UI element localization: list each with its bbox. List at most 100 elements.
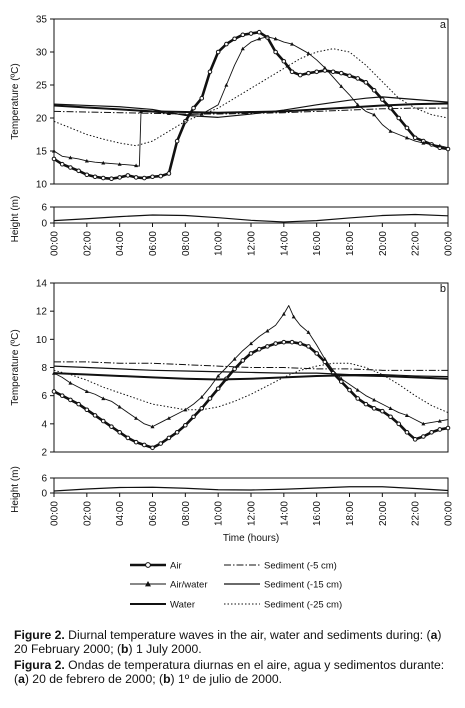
air-point: [76, 401, 81, 407]
caption-spanish: Figura 2. Ondas de temperatura diurnas e…: [14, 658, 454, 686]
air-water-point: [84, 389, 89, 394]
x-tick-label: 20:00: [378, 231, 389, 256]
series-line-air-water: [53, 36, 449, 167]
air-point: [314, 69, 319, 75]
caption-es-end: ) 1º de julio de 2000.: [170, 672, 283, 686]
air-water-point: [265, 328, 270, 333]
y-tick-label: 15: [36, 147, 48, 158]
air-point: [240, 358, 246, 363]
y-tick-label: 10: [36, 180, 48, 191]
air-point: [100, 175, 106, 181]
air-water-point: [166, 416, 171, 420]
panel-label-a: a: [440, 19, 447, 31]
air-point: [404, 125, 410, 131]
air-water-point: [52, 149, 56, 153]
x-tick-label: 20:00: [378, 501, 389, 526]
series-line-sediment-25-cm: [53, 48, 449, 147]
air-point: [355, 396, 361, 401]
caption-en-end: ) 1 July 2000.: [128, 642, 202, 656]
y-tick-label: 6: [41, 391, 47, 402]
x-tick-label: 04:00: [115, 231, 126, 256]
air-point: [183, 422, 188, 428]
air-point: [224, 41, 229, 47]
plot-frame-a: [53, 18, 449, 185]
y-tick-label: 35: [36, 15, 48, 26]
air-point: [437, 427, 443, 432]
air-point: [68, 397, 73, 403]
air-point: [314, 351, 319, 356]
air-water-point: [224, 83, 229, 87]
air-point: [232, 36, 237, 42]
y-tick-label: 12: [36, 307, 48, 318]
air-water-point: [117, 162, 122, 166]
x-tick-label: 02:00: [82, 231, 93, 256]
series-line-water: [53, 372, 449, 381]
air-point: [150, 174, 155, 180]
air-point: [84, 172, 90, 178]
air-water-point: [322, 65, 327, 70]
air-point: [396, 115, 402, 121]
height-line-a: [53, 213, 449, 223]
air-water-point: [84, 158, 89, 163]
y-tick-label: 14: [36, 279, 48, 290]
air-water-point: [257, 36, 262, 41]
air-point: [199, 95, 205, 101]
air-point: [396, 421, 402, 427]
air-point: [445, 425, 451, 431]
air-water-point: [68, 380, 73, 385]
caption-es-mid: ) 20 de febrero de 2000; (: [24, 672, 164, 686]
air-point: [429, 429, 434, 435]
air-point: [84, 407, 90, 413]
series-line-sediment-5-cm: [53, 107, 448, 115]
air-water-point: [101, 160, 106, 165]
air-point: [117, 175, 122, 180]
air-water-point: [388, 406, 393, 410]
air-point: [404, 429, 410, 435]
x-tick-label: 14:00: [279, 231, 290, 256]
air-point: [191, 105, 196, 111]
legend-label: Sediment (-25 cm): [264, 600, 342, 611]
x-tick-label: 08:00: [181, 231, 192, 256]
x-tick-label: 00:00: [50, 231, 61, 256]
x-tick-label: 18:00: [345, 231, 356, 256]
air-water-point: [306, 330, 311, 334]
x-tick-label: 10:00: [214, 231, 225, 256]
air-point: [380, 408, 385, 414]
air-point: [215, 386, 221, 391]
series-line-sediment-5-cm: [54, 361, 448, 371]
legend-label: Sediment (-5 cm): [264, 561, 337, 572]
x-tick-label: 08:00: [181, 501, 192, 526]
air-point: [330, 69, 336, 75]
x-tick-label: 16:00: [312, 501, 323, 526]
air-water-point: [421, 421, 426, 426]
air-point: [207, 396, 213, 401]
air-point: [166, 171, 172, 176]
x-tick-label: 14:00: [279, 501, 290, 526]
air-water-point: [134, 163, 139, 168]
air-point: [109, 424, 114, 429]
air-water-point: [421, 141, 426, 145]
x-tick-label: 00:00: [50, 501, 61, 526]
air-point: [240, 32, 246, 38]
y-tick-label: 2: [41, 448, 47, 459]
air-point: [388, 414, 393, 420]
air-point: [125, 173, 131, 178]
air-water-point: [216, 373, 221, 378]
figure-caption: Figure 2. Diurnal temperature waves in t…: [14, 628, 454, 688]
air-water-point: [339, 84, 344, 88]
air-point: [371, 87, 377, 93]
x-tick-label: 02:00: [82, 501, 93, 526]
air-water-point: [150, 424, 155, 429]
series-line-air: [53, 340, 449, 450]
air-point: [191, 414, 196, 420]
air-point: [306, 70, 311, 76]
caption-en-label: Figure 2.: [14, 628, 65, 642]
air-point: [92, 174, 98, 180]
air-water-point: [388, 129, 393, 133]
air-point: [281, 339, 287, 345]
air-water-point: [437, 419, 442, 423]
air-water-point: [339, 376, 344, 381]
y-axis-label-b: Temperature (ºC): [10, 329, 21, 405]
air-point: [141, 175, 147, 181]
air-point: [150, 445, 155, 451]
